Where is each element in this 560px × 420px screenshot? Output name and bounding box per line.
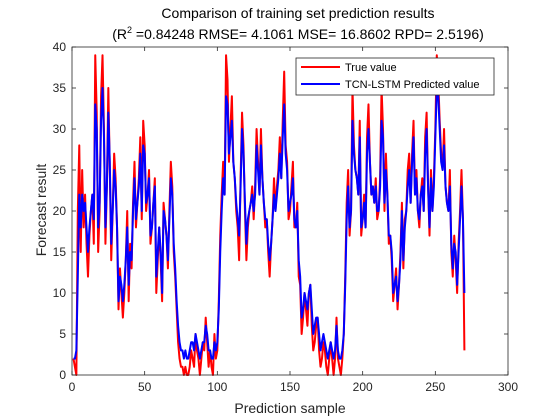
- y-tick-label: 0: [59, 368, 66, 382]
- subtitle-superscript: 2: [127, 25, 132, 35]
- y-axis-label: Forecast result: [33, 164, 49, 257]
- legend-label-true: True value: [345, 62, 397, 74]
- y-tick-label: 5: [59, 327, 66, 341]
- x-tick-label: 0: [69, 380, 76, 394]
- y-axis-ticks: 0 5 10 15 20 25 30 35 40: [53, 40, 508, 382]
- y-tick-label: 10: [53, 286, 67, 300]
- x-axis-ticks: 0 50 100 150 200 250 300: [69, 47, 518, 394]
- legend: True value TCN-LSTM Predicted value: [295, 57, 495, 96]
- y-tick-label: 15: [53, 245, 67, 259]
- legend-box: [295, 57, 495, 96]
- y-tick-label: 35: [53, 81, 67, 95]
- subtitle-prefix: (R: [112, 26, 127, 42]
- y-tick-label: 40: [53, 40, 67, 54]
- chart-subtitle: (R2 =0.84248 RMSE= 4.1061 MSE= 16.8602 R…: [112, 25, 484, 42]
- y-tick-label: 25: [53, 163, 67, 177]
- series-predicted-value-line: [73, 87, 466, 360]
- plot-area: [71, 46, 509, 376]
- y-tick-label: 20: [53, 204, 67, 218]
- x-axis-label: Prediction sample: [234, 400, 345, 416]
- x-tick-label: 200: [353, 380, 373, 394]
- subtitle-metrics: =0.84248 RMSE= 4.1061 MSE= 16.8602 RPD= …: [132, 26, 484, 42]
- x-tick-label: 300: [498, 380, 518, 394]
- y-tick-label: 30: [53, 122, 67, 136]
- x-tick-label: 100: [207, 380, 227, 394]
- legend-label-predicted: TCN-LSTM Predicted value: [345, 79, 480, 91]
- x-tick-label: 50: [138, 380, 152, 394]
- chart-title: Comparison of training set prediction re…: [161, 5, 434, 21]
- x-tick-label: 150: [280, 380, 300, 394]
- x-tick-label: 250: [425, 380, 445, 394]
